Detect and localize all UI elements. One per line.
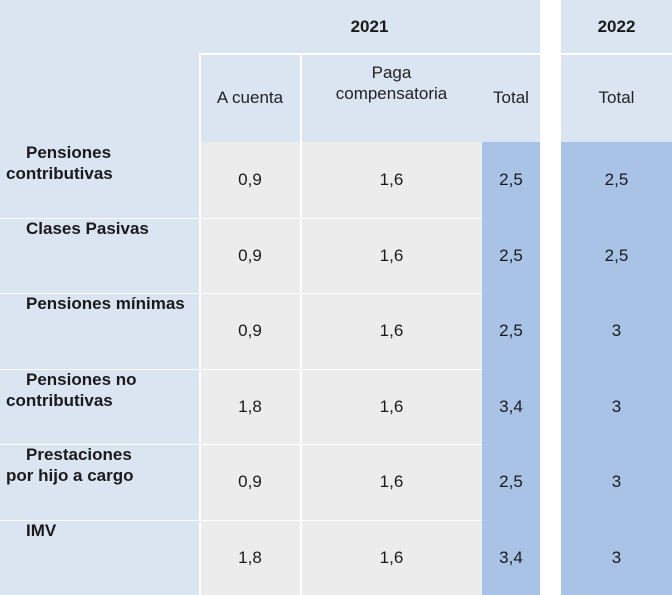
cell-a-cuenta: 0,9 — [199, 444, 301, 520]
cell-total-2022: 3 — [561, 520, 672, 595]
row-label: Prestaciones por hijo a cargo — [0, 444, 199, 520]
header-corner — [0, 0, 199, 142]
header-year-2021: 2021 — [199, 0, 540, 54]
header-year-2022: 2022 — [561, 0, 672, 54]
row-label: Pensiones no contributivas — [0, 369, 199, 444]
cell-total-2022: 2,5 — [561, 218, 672, 293]
row-label: Pensiones contributivas — [0, 142, 199, 218]
header-paga-line1: Paga — [371, 62, 412, 82]
cell-total-2021: 2,5 — [482, 142, 540, 218]
cell-total-2021: 2,5 — [482, 444, 540, 520]
row-label-line2: por hijo a cargo — [6, 466, 134, 486]
row-label: IMV — [0, 520, 199, 595]
cell-total-2021: 2,5 — [482, 218, 540, 293]
header-a-cuenta: A cuenta — [199, 54, 301, 142]
cell-paga-compensatoria: 1,6 — [301, 444, 482, 520]
cell-total-2022: 2,5 — [561, 142, 672, 218]
header-total-2022: Total — [561, 54, 672, 142]
cell-total-2021: 3,4 — [482, 520, 540, 595]
cell-a-cuenta: 1,8 — [199, 369, 301, 444]
row-label-line1: Pensiones — [26, 143, 112, 162]
cell-total-2022: 3 — [561, 369, 672, 444]
row-label-line1: Pensiones no — [26, 370, 137, 389]
row-label-line1: Clases Pasivas — [26, 219, 149, 238]
cell-a-cuenta: 1,8 — [199, 520, 301, 595]
row-label: Pensiones mínimas — [0, 293, 199, 369]
cell-a-cuenta: 0,9 — [199, 142, 301, 218]
cell-a-cuenta: 0,9 — [199, 293, 301, 369]
cell-paga-compensatoria: 1,6 — [301, 293, 482, 369]
cell-paga-compensatoria: 1,6 — [301, 142, 482, 218]
row-label-line1: IMV — [26, 521, 57, 540]
header-paga-line2: compensatoria — [335, 84, 448, 103]
row-label-line2: contributivas — [6, 164, 113, 184]
cell-total-2022: 3 — [561, 293, 672, 369]
cell-paga-compensatoria: 1,6 — [301, 520, 482, 595]
header-paga-compensatoria: Paga compensatoria — [301, 54, 482, 142]
cell-total-2021: 2,5 — [482, 293, 540, 369]
row-label-line1: Pensiones mínimas — [26, 294, 185, 313]
cell-total-2022: 3 — [561, 444, 672, 520]
header-total-2021: Total — [482, 54, 540, 142]
cell-paga-compensatoria: 1,6 — [301, 218, 482, 293]
cell-total-2021: 3,4 — [482, 369, 540, 444]
row-label-line1: Prestaciones — [26, 445, 132, 464]
row-label-line2: contributivas — [6, 391, 113, 411]
cell-a-cuenta: 0,9 — [199, 218, 301, 293]
cell-paga-compensatoria: 1,6 — [301, 369, 482, 444]
row-label: Clases Pasivas — [0, 218, 199, 293]
